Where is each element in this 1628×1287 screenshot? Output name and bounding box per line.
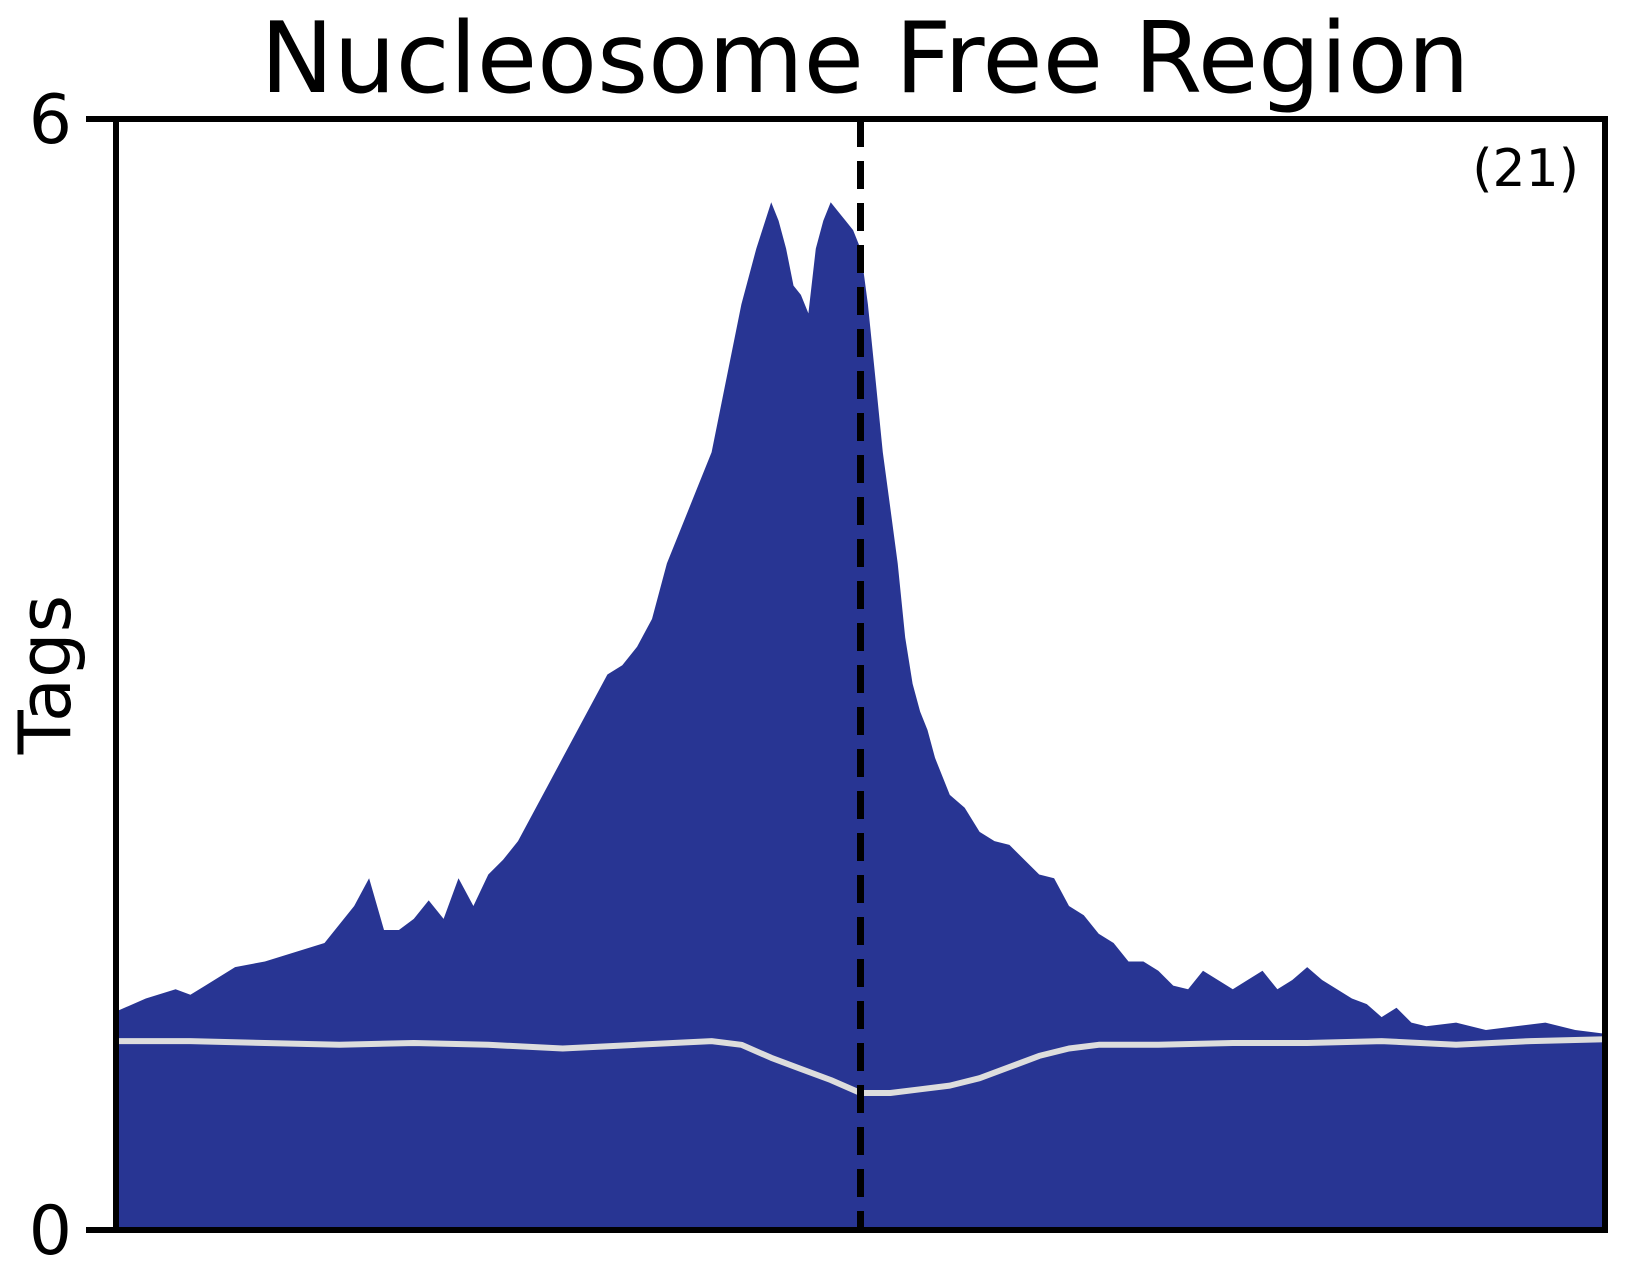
y-tick-label-top: 6 (29, 81, 72, 160)
plot-frame (113, 116, 1608, 1233)
y-axis: 6 0 Tags (3, 81, 116, 1271)
y-tick-label-bottom: 0 (29, 1192, 72, 1271)
series-background-line (116, 1036, 1606, 1096)
count-annotation: (21) (1472, 139, 1579, 199)
plot-area (113, 116, 1608, 1233)
y-axis-label: Tags (3, 595, 87, 755)
chart-title: Nucleosome Free Region (260, 2, 1469, 116)
